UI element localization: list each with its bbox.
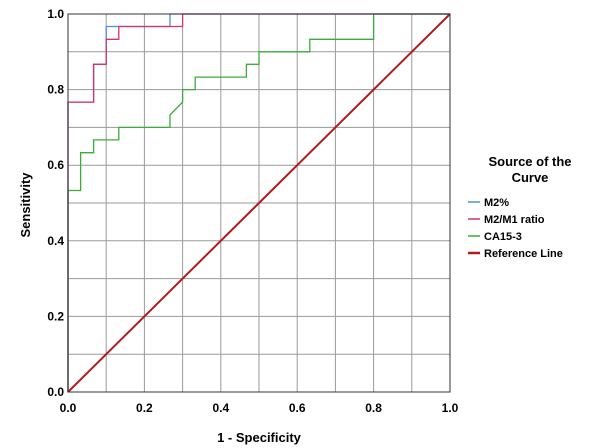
x-tick-label: 0.2 xyxy=(136,401,153,415)
plot-frame xyxy=(67,13,451,393)
legend-title-line-1: Source of the xyxy=(488,154,571,169)
x-tick-label: 1.0 xyxy=(442,401,459,415)
legend-label: M2% xyxy=(484,197,509,209)
x-tick-label: 0.4 xyxy=(212,401,229,415)
series-line-3 xyxy=(67,13,451,393)
y-tick-labels: 0.0 0.2 0.4 0.6 0.8 1.0 xyxy=(47,7,64,399)
y-tick-label: 0.8 xyxy=(47,83,64,97)
legend-label: M2/M1 ratio xyxy=(484,214,545,226)
x-tick-label: 0.8 xyxy=(365,401,382,415)
legend-label: CA15-3 xyxy=(484,231,522,243)
legend: Source of the Curve M2% M2/M1 ratio CA15-3… xyxy=(468,154,572,260)
x-tick-label: 0.0 xyxy=(60,401,77,415)
y-tick-label: 0.0 xyxy=(47,385,64,399)
y-tick-label: 1.0 xyxy=(47,7,64,21)
x-axis-title: 1 - Specificity xyxy=(217,430,302,445)
legend-items: M2% M2/M1 ratio CA15-3 Reference Line xyxy=(468,197,563,260)
y-tick-label: 0.6 xyxy=(47,158,64,172)
y-axis-title: Sensitivity xyxy=(18,172,33,238)
y-tick-label: 0.4 xyxy=(47,234,64,248)
legend-label: Reference Line xyxy=(484,248,563,260)
y-tick-label: 0.2 xyxy=(47,309,64,323)
x-tick-label: 0.6 xyxy=(289,401,306,415)
series-line-2 xyxy=(67,13,450,392)
plot-border xyxy=(67,13,451,393)
series-line-1 xyxy=(67,13,450,392)
legend-title-line-2: Curve xyxy=(512,170,549,185)
x-tick-labels: 0.0 0.2 0.4 0.6 0.8 1.0 xyxy=(60,401,459,415)
